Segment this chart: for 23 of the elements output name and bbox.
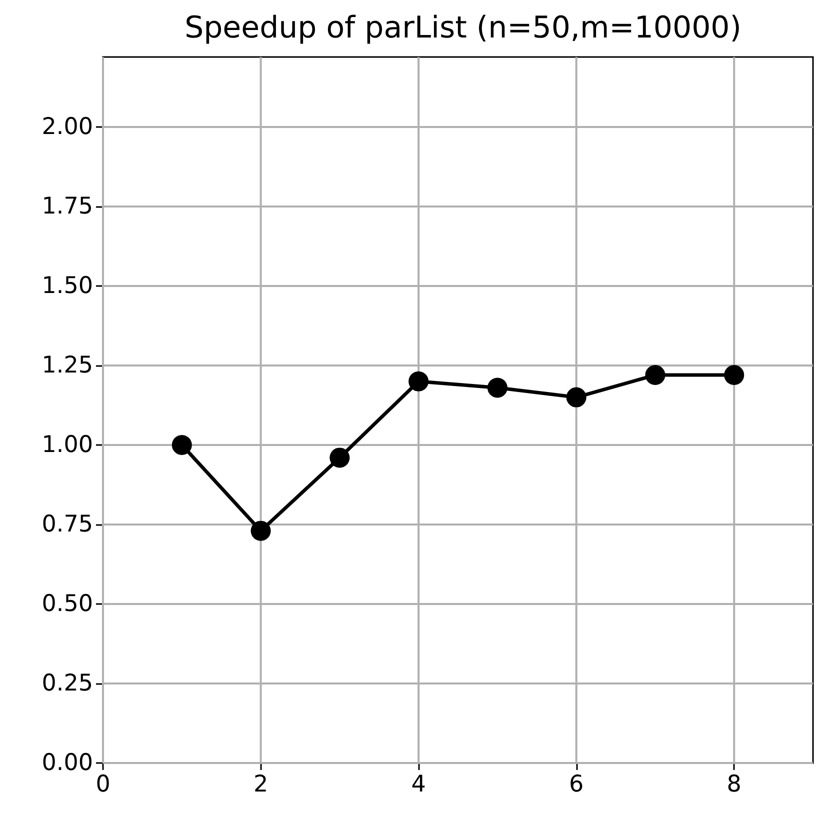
y-tick-label: 0.00 [42, 750, 93, 776]
y-tick-label: 1.00 [42, 432, 93, 458]
y-tick-label: 1.75 [42, 193, 93, 220]
point [172, 434, 192, 455]
x-tick-label: 8 [726, 772, 742, 798]
y-tick-label: 1.50 [42, 272, 93, 299]
point [487, 378, 508, 398]
point [724, 365, 744, 386]
point [330, 448, 350, 468]
point [408, 371, 429, 392]
x-tick-label: 6 [569, 772, 584, 798]
x-tick-label: 4 [411, 772, 426, 798]
point [566, 387, 586, 408]
chart-title: Speedup of parList (n=50,m=10000) [184, 10, 742, 46]
y-tick-label: 0.50 [42, 590, 93, 617]
x-tick-label: 0 [96, 772, 110, 798]
point [645, 365, 666, 386]
y-tick-label: 2.00 [42, 114, 93, 140]
y-tick-label: 1.25 [42, 352, 93, 378]
y-tick-label: 0.25 [42, 670, 93, 696]
x-tick-label: 2 [253, 772, 268, 798]
point [250, 520, 271, 541]
y-tick-label: 0.75 [42, 511, 93, 538]
